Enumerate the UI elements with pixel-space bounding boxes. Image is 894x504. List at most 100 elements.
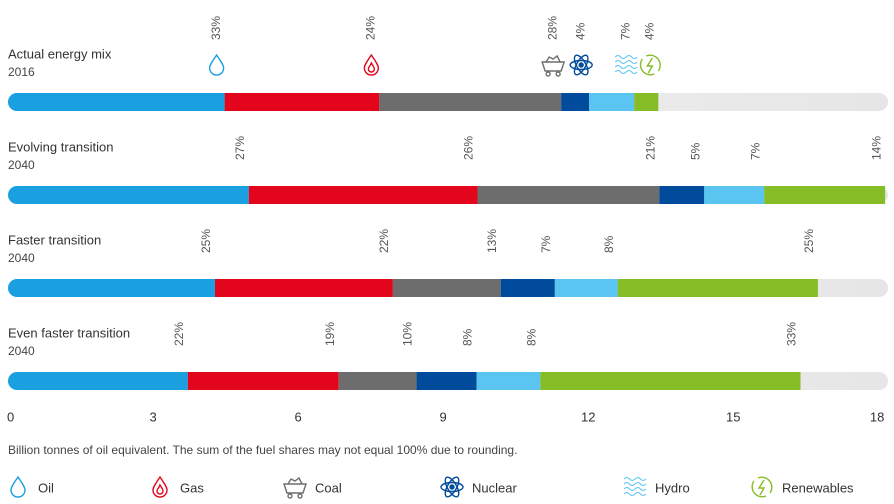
icon: [363, 53, 380, 76]
legend-label: Renewables: [782, 480, 854, 495]
bar-segment: [17, 93, 225, 111]
icon-shape: [297, 493, 303, 499]
icon-shape: [156, 483, 164, 495]
x-tick-label: 9: [440, 409, 447, 424]
icon-shape: [623, 487, 647, 491]
bar-segment: [540, 372, 801, 390]
icon-shape: [614, 70, 638, 74]
icon: [208, 53, 225, 76]
bar-segment: [248, 186, 478, 204]
bar-segment: [477, 186, 660, 204]
legend-label: Nuclear: [472, 480, 517, 495]
icon-shape: [440, 481, 464, 493]
row-title: Even faster transition: [8, 325, 130, 340]
share-label: 14%: [869, 136, 883, 160]
icon-shape: [614, 55, 638, 59]
bar-segment: [476, 372, 541, 390]
icon: [614, 55, 638, 74]
bar-segment: [416, 372, 477, 390]
share-label: 4%: [643, 22, 657, 40]
bar-segment: [17, 279, 215, 297]
icon-shape: [614, 65, 638, 69]
icon: [10, 475, 26, 498]
icon: [623, 477, 647, 496]
icon: [440, 476, 464, 498]
share-label: 33%: [785, 322, 799, 346]
legend-label: Oil: [38, 480, 54, 495]
icon-shape: [363, 53, 380, 76]
bar-segment: [704, 186, 765, 204]
icon-shape: [623, 482, 647, 486]
icon-shape: [449, 484, 455, 490]
share-label: 33%: [209, 16, 223, 40]
icon: [639, 54, 661, 76]
share-label: 24%: [364, 16, 378, 40]
share-label: 22%: [377, 229, 391, 253]
share-label: 8%: [602, 235, 616, 253]
share-label: 25%: [802, 229, 816, 253]
icon-shape: [757, 479, 766, 496]
row-subtitle: 2040: [8, 158, 35, 172]
share-label: 4%: [573, 22, 587, 40]
bar-group: [8, 186, 886, 204]
icon-shape: [444, 476, 460, 498]
x-tick-label: 3: [149, 409, 156, 424]
share-label: 13%: [485, 229, 499, 253]
icon-shape: [623, 477, 647, 481]
share-label: 22%: [172, 322, 186, 346]
bar-segment: [214, 279, 393, 297]
bar-segment: [379, 93, 562, 111]
icon-shape: [751, 476, 773, 498]
bar-segment: [17, 372, 188, 390]
note: Billion tonnes of oil equivalent. The su…: [8, 443, 517, 457]
bar-segment: [561, 93, 590, 111]
row-subtitle: 2016: [8, 65, 35, 79]
row-subtitle: 2040: [8, 251, 35, 265]
icon-shape: [152, 475, 168, 498]
bar-group: [8, 93, 659, 111]
share-label: 7%: [748, 142, 762, 160]
share-label: 25%: [199, 229, 213, 253]
icon: [569, 54, 593, 76]
share-label: 21%: [643, 136, 657, 160]
icon: [751, 476, 773, 498]
share-label: 8%: [461, 328, 475, 346]
share-label: 5%: [688, 142, 702, 160]
icon-shape: [444, 476, 460, 498]
x-tick-label: 18: [870, 409, 884, 424]
icon-shape: [10, 475, 26, 498]
share-label: 8%: [525, 328, 539, 346]
icon: [152, 475, 168, 498]
icon-shape: [208, 53, 225, 76]
bar-group: [8, 279, 818, 297]
bar-segment: [617, 279, 818, 297]
bar-segment: [554, 279, 618, 297]
icon: [541, 54, 566, 77]
icon-shape: [545, 71, 551, 77]
share-label: 10%: [401, 322, 415, 346]
icon: [283, 476, 307, 499]
x-tick-label: 0: [7, 409, 14, 424]
share-label: 27%: [233, 136, 247, 160]
row-title: Evolving transition: [8, 139, 114, 154]
bar-segment: [634, 93, 659, 111]
share-label: 7%: [618, 22, 632, 40]
share-label: 7%: [539, 235, 553, 253]
icon-shape: [623, 492, 647, 496]
bar-segment: [224, 93, 380, 111]
icon-shape: [614, 60, 638, 64]
legend-label: Gas: [180, 480, 204, 495]
icon-shape: [573, 54, 589, 76]
bar-group: [8, 372, 801, 390]
icon-shape: [569, 59, 593, 71]
x-tick-label: 6: [294, 409, 301, 424]
icon-shape: [541, 54, 566, 72]
icon-shape: [578, 62, 584, 68]
bar-segment: [17, 186, 249, 204]
row-title: Faster transition: [8, 232, 101, 247]
icon-shape: [555, 71, 561, 77]
bar-segment: [338, 372, 417, 390]
bar-segment: [764, 186, 886, 204]
bar-segment: [659, 186, 705, 204]
